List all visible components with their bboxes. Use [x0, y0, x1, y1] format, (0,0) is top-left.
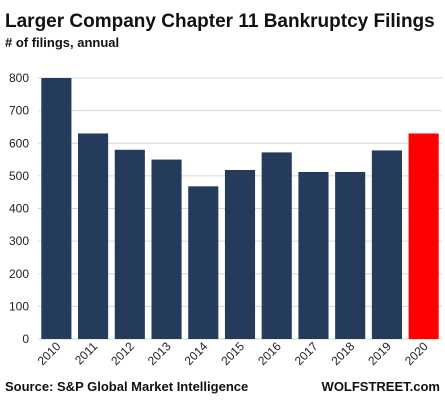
bar-2012	[114, 149, 145, 339]
y-tick-label: 200	[9, 267, 29, 281]
y-tick-label: 100	[9, 299, 29, 313]
brand-label: WOLFSTREET.com	[322, 379, 440, 394]
y-tick-label: 500	[9, 169, 29, 183]
y-tick-label: 300	[9, 234, 29, 248]
y-tick-label: 400	[9, 202, 29, 216]
bar-2016	[261, 152, 292, 339]
bar-2017	[298, 171, 329, 339]
y-tick-label: 0	[22, 332, 29, 346]
x-tick-label: 2019	[365, 339, 394, 368]
y-tick-label: 800	[9, 71, 29, 85]
y-tick-label: 700	[9, 104, 29, 118]
x-tick-label: 2013	[145, 339, 174, 368]
chart-subtitle: # of filings, annual	[5, 35, 119, 50]
x-tick-label: 2017	[292, 339, 321, 368]
source-note: Source: S&P Global Market Intelligence	[5, 379, 248, 394]
x-tick-label: 2020	[402, 339, 431, 368]
chart-title: Larger Company Chapter 11 Bankruptcy Fil…	[5, 11, 435, 32]
x-tick-label: 2014	[182, 339, 211, 368]
x-tick-label: 2015	[218, 339, 247, 368]
x-tick-label: 2016	[255, 339, 284, 368]
bar-2015	[224, 170, 256, 339]
x-tick-label: 2018	[329, 339, 358, 368]
bar-2019	[371, 150, 402, 339]
x-tick-label: 2011	[72, 339, 100, 367]
y-tick-label: 600	[9, 136, 29, 150]
x-axis-ticks: 2010 2011 2012 2013 2014 2015 2016 2017 2018 2019…	[35, 339, 431, 368]
x-tick-label: 2012	[108, 339, 137, 368]
bar-2020	[408, 133, 439, 339]
bar-2018	[335, 171, 366, 339]
bar-2011	[78, 133, 109, 339]
bars	[41, 78, 439, 339]
bar-2013	[151, 159, 182, 339]
bar-2010	[41, 78, 72, 339]
x-tick-label: 2010	[35, 339, 64, 368]
y-axis-ticks: 0 100 200 300 400 500 600 700 800	[9, 71, 29, 346]
bar-2014	[188, 186, 219, 339]
